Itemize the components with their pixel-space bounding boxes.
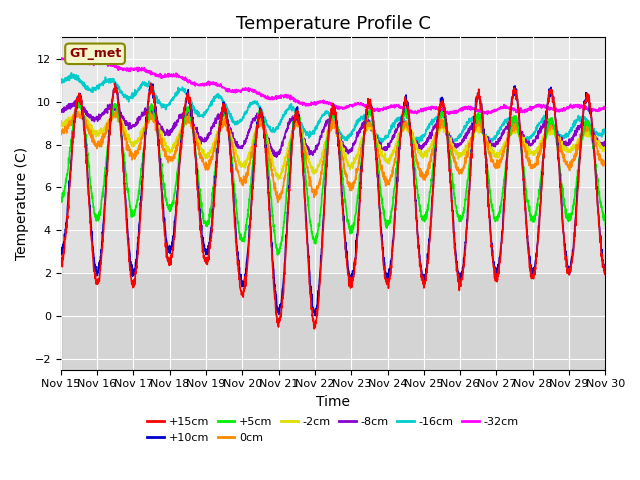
Y-axis label: Temperature (C): Temperature (C) (15, 147, 29, 260)
Legend: +15cm, +10cm, +5cm, 0cm, -2cm, -8cm, -16cm, -32cm: +15cm, +10cm, +5cm, 0cm, -2cm, -8cm, -16… (143, 413, 523, 447)
Bar (61, 187, 605, 273)
Title: Temperature Profile C: Temperature Profile C (236, 15, 431, 33)
Text: GT_met: GT_met (69, 48, 121, 60)
Bar (61, 273, 605, 370)
X-axis label: Time: Time (316, 395, 350, 409)
